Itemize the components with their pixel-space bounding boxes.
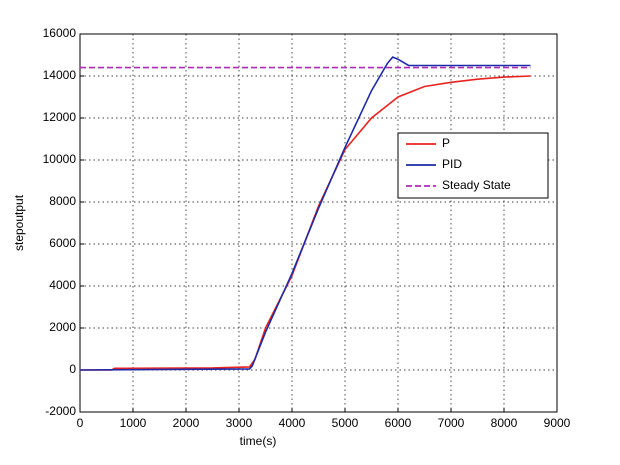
y-tick-label: 12000 <box>43 110 77 124</box>
x-tick-label: 1000 <box>120 416 147 430</box>
x-tick-label: 0 <box>77 416 84 430</box>
x-tick-label: 5000 <box>332 416 359 430</box>
x-tick-label: 2000 <box>173 416 200 430</box>
y-tick-label: 8000 <box>49 194 76 208</box>
y-tick-label: 0 <box>69 362 76 376</box>
x-tick-label: 4000 <box>279 416 306 430</box>
series-line <box>80 75 531 371</box>
legend-label: PID <box>442 157 462 171</box>
legend: P PID Steady State <box>397 132 549 199</box>
x-axis-label: time(s) <box>240 434 277 448</box>
y-tick-label: 14000 <box>43 68 77 82</box>
x-tick-label: 8000 <box>491 416 518 430</box>
x-tick-label: 3000 <box>226 416 253 430</box>
x-tick-label: 9000 <box>544 416 571 430</box>
series-line <box>79 56 531 371</box>
legend-label: Steady State <box>442 178 511 192</box>
y-axis-label: stepoutput <box>12 194 26 251</box>
y-tick-label: 4000 <box>49 278 76 292</box>
y-tick-label: -2000 <box>45 404 76 418</box>
y-tick-label: 2000 <box>49 320 76 334</box>
y-tick-label: 6000 <box>49 236 76 250</box>
legend-label: P <box>442 136 450 150</box>
x-tick-label: 6000 <box>385 416 412 430</box>
plot-frame <box>79 33 558 413</box>
y-tick-label: 10000 <box>43 152 77 166</box>
y-tick-label: 16000 <box>43 26 77 40</box>
x-tick-label: 7000 <box>438 416 465 430</box>
